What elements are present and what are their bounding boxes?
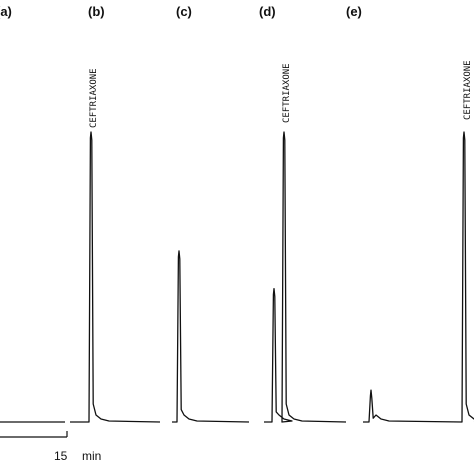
scale-bar-line (0, 431, 68, 438)
panel-c-trace (172, 250, 250, 423)
panel-e-ceftriaxone-label: CEFTRIAXONE (463, 60, 473, 120)
panel-b-ceftriaxone-label: CEFTRIAXONE (89, 68, 99, 128)
scale-bar-value: 15 (54, 449, 68, 463)
panel-c-label: (c) (176, 4, 192, 19)
panel-b-label: (b) (88, 4, 105, 19)
panel-d-label: (d) (259, 4, 276, 19)
panel-d: (d) CEFTRIAXONE (259, 4, 347, 423)
panel-a: (a) (0, 4, 65, 423)
panel-e-trace (363, 131, 474, 423)
scale-bar: 15 min (0, 431, 101, 463)
panel-b-trace (70, 131, 161, 423)
panel-d-trace (264, 131, 347, 423)
panel-c: (c) (172, 4, 250, 423)
panel-a-label: (a) (0, 4, 12, 19)
scale-bar-unit: min (82, 449, 101, 463)
panel-e: (e) CEFTRIAXONE (346, 4, 474, 423)
panel-e-label: (e) (346, 4, 362, 19)
panel-b: (b) CEFTRIAXONE (70, 4, 161, 423)
panel-d-ceftriaxone-label: CEFTRIAXONE (282, 63, 292, 123)
